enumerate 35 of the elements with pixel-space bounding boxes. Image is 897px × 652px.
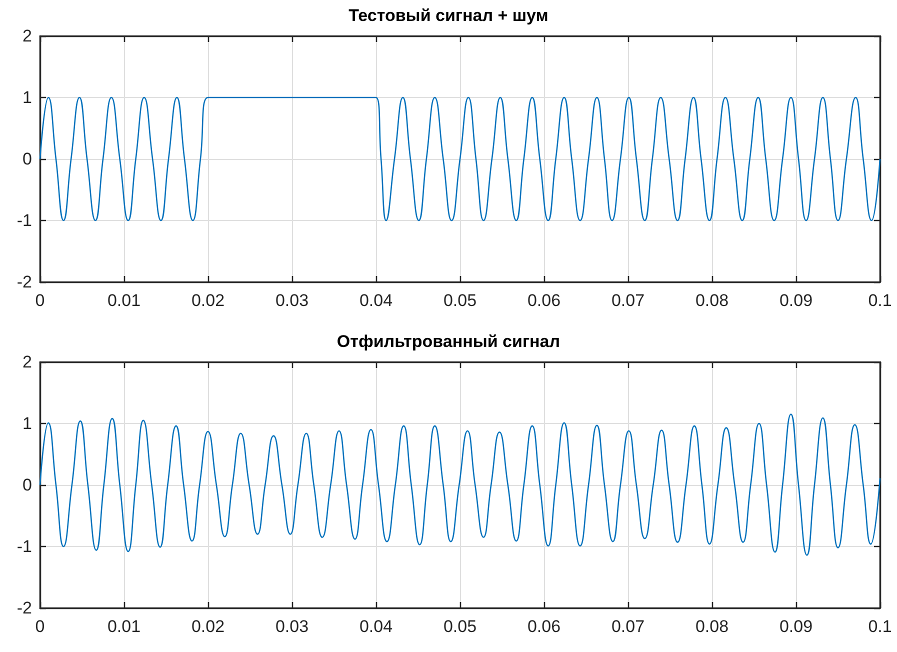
- x-tick-label: 0.06: [527, 291, 561, 310]
- x-tick-label: 0.09: [779, 291, 813, 310]
- x-tick-label: 0.04: [359, 291, 393, 310]
- y-tick-label: 1: [22, 414, 32, 433]
- x-tick-label: 0.01: [107, 617, 141, 636]
- y-tick-label: 0: [22, 476, 32, 494]
- y-tick-label: -2: [16, 598, 32, 618]
- x-tick-label: 0.09: [779, 617, 813, 636]
- x-tick-label: 0.08: [695, 617, 729, 636]
- x-tick-label: 0.1: [868, 291, 892, 310]
- y-tick-label: 2: [22, 352, 32, 372]
- x-tick-label: 0.04: [359, 617, 393, 636]
- line-series: [39, 414, 881, 556]
- y-tick-label: 1: [22, 88, 32, 107]
- x-tick-label: 0: [35, 291, 45, 310]
- x-tick-label: 0.01: [107, 291, 141, 310]
- x-tick-label: 0.02: [191, 617, 225, 636]
- y-tick-label: 0: [22, 150, 32, 168]
- x-tick-label: 0.03: [275, 291, 309, 310]
- y-tick-label: 2: [22, 26, 32, 46]
- chart-title: Тестовый сигнал + шум: [348, 6, 548, 25]
- y-tick-label: -2: [16, 272, 32, 292]
- x-tick-label: 0.06: [527, 617, 561, 636]
- x-tick-label: 0.07: [611, 291, 645, 310]
- x-tick-label: 0.05: [443, 291, 477, 310]
- y-tick-label: -1: [16, 211, 32, 230]
- x-tick-label: 0.03: [275, 617, 309, 636]
- x-tick-label: 0.1: [868, 617, 892, 636]
- x-tick-label: 0.08: [695, 291, 729, 310]
- x-tick-label: 0.07: [611, 617, 645, 636]
- chart-title: Отфильтрованный сигнал: [336, 332, 560, 351]
- x-tick-label: 0.02: [191, 291, 225, 310]
- x-tick-label: 0.05: [443, 617, 477, 636]
- y-tick-label: -1: [16, 537, 32, 556]
- x-tick-label: 0: [35, 617, 45, 636]
